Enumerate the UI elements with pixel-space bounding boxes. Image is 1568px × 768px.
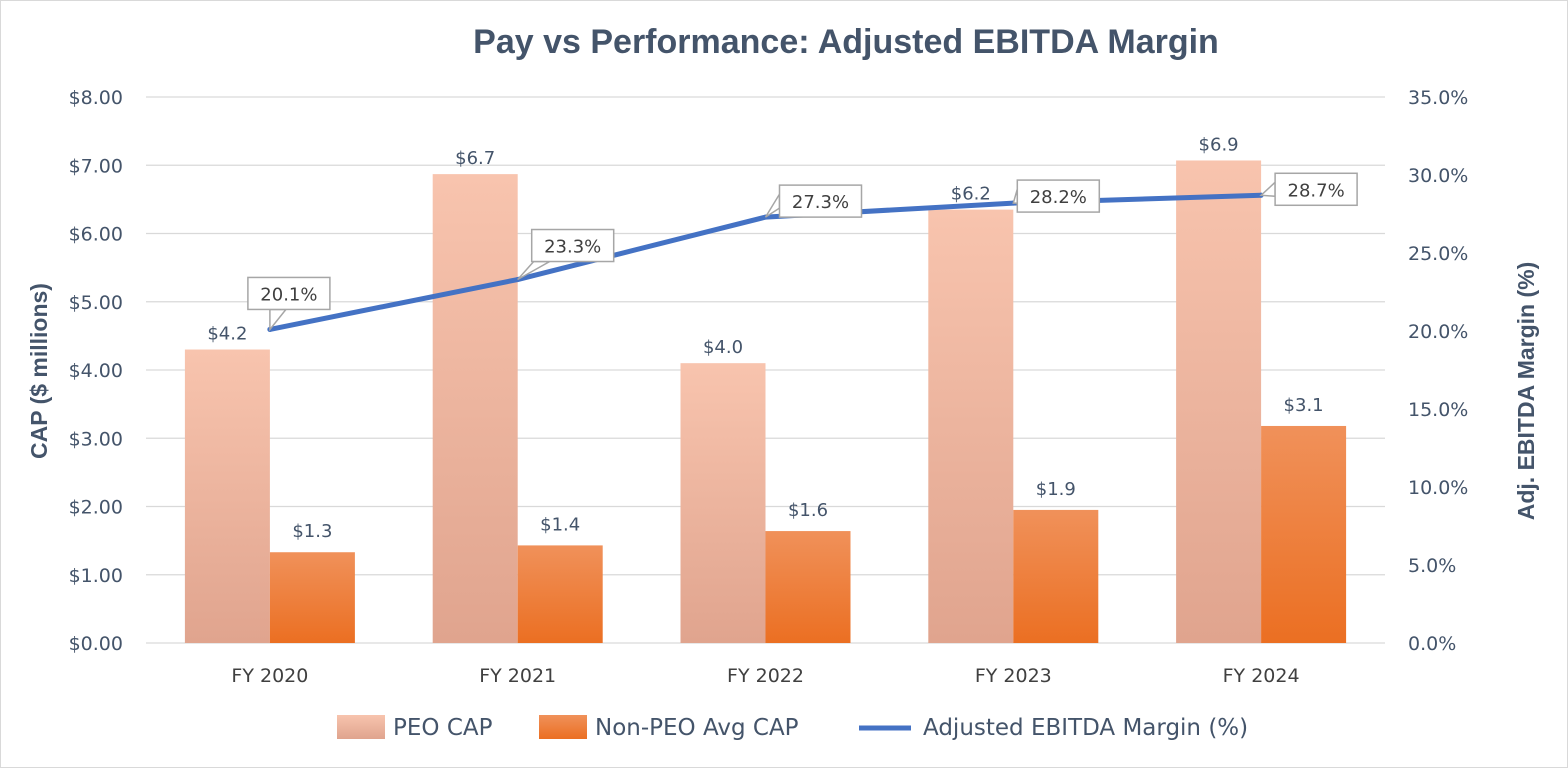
data-label-peo-cap: $4.0	[703, 337, 743, 358]
ebitda-callout: 23.3%	[517, 228, 615, 281]
right-axis-title: Adj. EBITDA Margin (%)	[1513, 262, 1539, 521]
left-tick-label: $8.00	[69, 87, 123, 109]
callout-label: 20.1%	[260, 284, 317, 305]
right-axis-ticks: 0.0% 5.0% 10.0% 15.0% 20.0% 25.0% 30.0% 35.0%	[1408, 87, 1468, 655]
right-tick-label: 30.0%	[1408, 165, 1468, 187]
legend-label-non-peo-cap: Non-PEO Avg CAP	[595, 715, 799, 741]
left-tick-label: $4.00	[69, 360, 123, 382]
legend-swatch-non-peo-cap	[539, 715, 587, 739]
right-tick-label: 5.0%	[1408, 555, 1456, 577]
data-label-peo-cap: $4.2	[207, 324, 247, 345]
data-label-non-peo-cap: $1.3	[292, 521, 332, 542]
callout-box	[1016, 179, 1101, 213]
left-tick-label: $6.00	[69, 224, 123, 246]
bar-non-peo-cap	[269, 552, 355, 643]
right-tick-label: 10.0%	[1408, 477, 1468, 499]
bars	[184, 160, 1347, 644]
bar-peo-cap	[1176, 160, 1262, 643]
bar-non-peo-cap	[1013, 509, 1099, 643]
bar-peo-cap	[680, 363, 766, 643]
legend-swatch-peo-cap	[337, 715, 385, 739]
ebitda-callout: 28.2%	[1012, 179, 1101, 213]
callout-box	[247, 276, 331, 311]
legend-label-peo-cap: PEO CAP	[393, 715, 493, 741]
right-tick-label: 0.0%	[1408, 633, 1456, 655]
left-tick-label: $3.00	[69, 428, 123, 450]
category-label: FY 2021	[479, 665, 556, 687]
ebitda-callout: 20.1%	[247, 276, 331, 332]
ebitda-callout: 27.3%	[764, 184, 863, 218]
legend-label-ebitda: Adjusted EBITDA Margin (%)	[923, 715, 1248, 741]
callout-label: 28.2%	[1030, 187, 1087, 208]
data-label-non-peo-cap: $1.4	[540, 514, 580, 535]
ebitda-callouts: 20.1% 23.3% 27.3% 28.2% 28.7%	[247, 172, 1358, 332]
ebitda-callout: 28.7%	[1259, 172, 1358, 207]
bar-peo-cap	[184, 349, 270, 643]
legend: PEO CAP Non-PEO Avg CAP Adjusted EBITDA …	[337, 715, 1248, 741]
left-tick-label: $7.00	[69, 155, 123, 177]
callout-label: 23.3%	[544, 237, 601, 258]
data-label-non-peo-cap: $1.9	[1036, 479, 1076, 500]
right-tick-label: 35.0%	[1408, 87, 1468, 109]
left-axis-ticks: $0.00 $1.00 $2.00 $3.00 $4.00 $5.00 $6.00 $7.00…	[69, 87, 123, 655]
category-label: FY 2023	[975, 665, 1052, 687]
category-label: FY 2022	[727, 665, 804, 687]
callout-box	[778, 184, 863, 218]
left-tick-label: $1.00	[69, 565, 123, 587]
bar-non-peo-cap	[765, 531, 851, 643]
data-label-non-peo-cap: $1.6	[788, 500, 828, 521]
data-label-peo-cap: $6.2	[951, 184, 991, 205]
bar-data-labels: $4.2 $1.3 $6.7 $1.4 $4.0 $1.6 $6.2 $1.9 $6.9 $3.1	[207, 134, 1323, 542]
callout-pointer	[1259, 180, 1276, 198]
callout-box	[1274, 172, 1358, 207]
callout-label: 28.7%	[1288, 180, 1345, 201]
callout-pointer	[764, 191, 781, 218]
callout-box	[530, 228, 615, 263]
data-label-peo-cap: $6.9	[1199, 134, 1239, 155]
left-tick-label: $0.00	[69, 633, 123, 655]
left-tick-label: $2.00	[69, 497, 123, 519]
category-labels: FY 2020 FY 2021 FY 2022 FY 2023 FY 2024	[231, 665, 1299, 687]
ebitda-line	[267, 192, 1264, 332]
bar-peo-cap	[432, 174, 518, 643]
right-tick-label: 15.0%	[1408, 399, 1468, 421]
bar-peo-cap	[928, 209, 1014, 644]
bar-non-peo-cap	[1261, 425, 1347, 643]
right-tick-label: 25.0%	[1408, 243, 1468, 265]
data-label-peo-cap: $6.7	[455, 148, 495, 169]
bar-non-peo-cap	[517, 545, 603, 643]
right-tick-label: 20.0%	[1408, 321, 1468, 343]
left-axis-title: CAP ($ millions)	[26, 283, 52, 459]
chart-title: Pay vs Performance: Adjusted EBITDA Marg…	[473, 23, 1219, 61]
callout-label: 27.3%	[792, 192, 849, 213]
left-tick-label: $5.00	[69, 292, 123, 314]
category-label: FY 2024	[1223, 665, 1300, 687]
category-label: FY 2020	[231, 665, 308, 687]
data-label-non-peo-cap: $3.1	[1284, 395, 1324, 416]
